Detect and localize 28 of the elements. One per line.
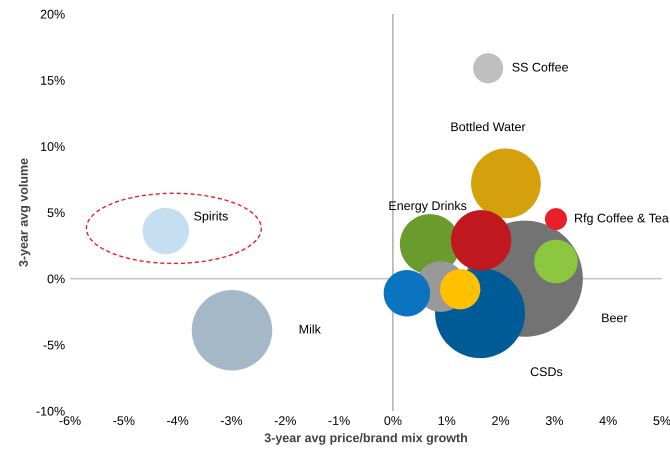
y-tick-label: 20%: [40, 10, 65, 19]
x-tick-label: -2%: [274, 416, 296, 425]
y-tick-label: -5%: [43, 340, 65, 350]
x-tick-label: 0%: [384, 416, 402, 426]
y-tick-label: 15%: [41, 76, 65, 85]
x-tick-label: -3%: [220, 416, 242, 426]
y-tick-label: 0%: [48, 274, 65, 284]
x-tick-label: 4%: [599, 416, 617, 425]
series-label: Spirits: [194, 211, 228, 223]
text: Milk: [300, 324, 321, 334]
text: CSDs: [530, 367, 562, 376]
text: Beer: [602, 314, 628, 322]
x-tick-label: 2%: [492, 416, 510, 425]
x-tick-label: -6%: [59, 416, 81, 426]
series-label: SS Coffee: [512, 62, 568, 72]
x-axis-title: 3-year avg price/brand mix growth: [264, 433, 467, 445]
x-tick-label: 3%: [546, 416, 563, 426]
y-tick-label: -10%: [36, 406, 65, 416]
series-label: Rfg Coffee & Tea: [575, 213, 669, 225]
series-label: Bottled Water: [451, 122, 526, 132]
x-tick-label: 1%: [438, 416, 456, 425]
x-tick-label: -5%: [113, 416, 134, 426]
y-axis-title: 3-year avg volume: [18, 158, 30, 267]
x-tick-label: -1%: [328, 416, 350, 425]
y-tick-label: 5%: [48, 208, 65, 218]
series-label: Energy Drinks: [389, 200, 466, 213]
y-tick-label: 10%: [41, 142, 65, 151]
x-tick-label: -4%: [167, 416, 188, 425]
